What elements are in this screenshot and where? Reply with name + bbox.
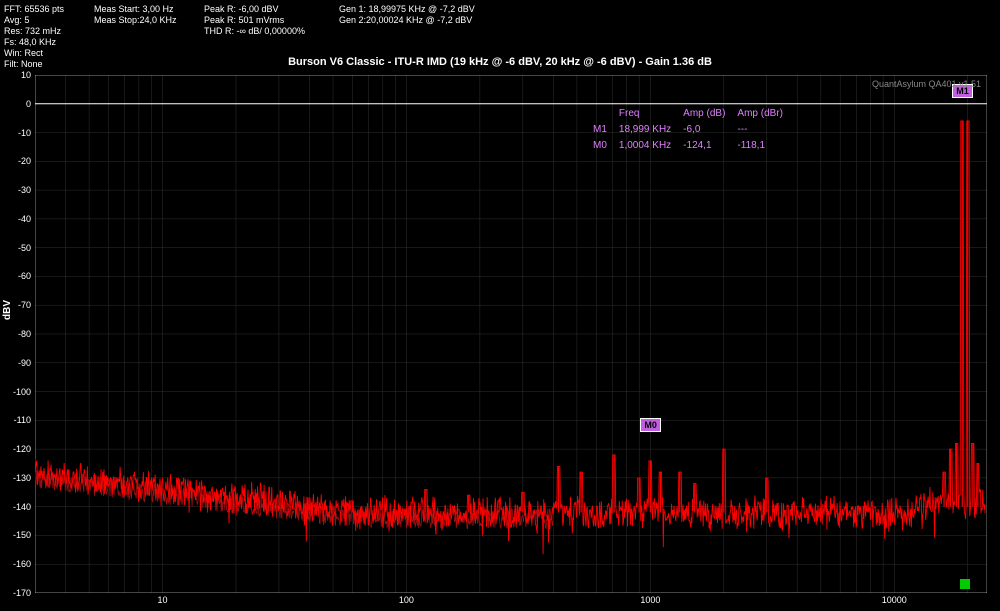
marker-table: FreqAmp (dB)Amp (dBr)M118,999 KHz-6,0---… [591, 105, 795, 155]
hdr-avg: Avg: 5 [4, 15, 64, 26]
spectrum-plot[interactable]: 100-10-20-30-40-50-60-70-80-90-100-110-1… [35, 75, 987, 593]
analyzer-window: { "header": { "col1": [ "FFT: 65536 pts"… [0, 0, 1000, 611]
y-tick: -170 [13, 588, 31, 598]
y-tick: -60 [18, 271, 31, 281]
x-tick: 100 [399, 595, 414, 605]
header-col-meas: Meas Start: 3,00 Hz Meas Stop:24,0 KHz [94, 4, 177, 26]
y-tick: -110 [14, 415, 31, 425]
watermark-text: QuantAsylum QA401 v1.51 [872, 79, 981, 89]
hdr-peak-vrms: Peak R: 501 mVrms [204, 15, 305, 26]
y-tick: -80 [18, 329, 31, 339]
y-tick: -40 [18, 214, 31, 224]
hdr-meas-start: Meas Start: 3,00 Hz [94, 4, 177, 15]
x-tick: 10000 [882, 595, 907, 605]
header-col-peak: Peak R: -6,00 dBV Peak R: 501 mVrms THD … [204, 4, 305, 37]
y-axis-label: dBV [2, 300, 13, 320]
hdr-meas-stop: Meas Stop:24,0 KHz [94, 15, 177, 26]
y-tick: -10 [18, 128, 31, 138]
y-tick: -70 [18, 300, 31, 310]
hdr-gen1: Gen 1: 18,99975 KHz @ -7,2 dBV [339, 4, 475, 15]
hdr-gen2: Gen 2:20,00024 KHz @ -7,2 dBV [339, 15, 475, 26]
y-tick: -130 [13, 473, 31, 483]
y-tick: -160 [13, 559, 31, 569]
hdr-thd: THD R: -∞ dB/ 0,00000% [204, 26, 305, 37]
y-tick: -150 [13, 530, 31, 540]
chart-title: Burson V6 Classic - ITU-R IMD (19 kHz @ … [0, 56, 1000, 68]
marker-m0[interactable]: M0 [640, 418, 661, 432]
header-info: FFT: 65536 pts Avg: 5 Res: 732 mHz Fs: 4… [4, 4, 996, 50]
y-tick: -140 [13, 502, 31, 512]
hdr-fs: Fs: 48,0 KHz [4, 37, 64, 48]
hdr-res: Res: 732 mHz [4, 26, 64, 37]
y-tick: -100 [13, 387, 31, 397]
x-tick: 1000 [640, 595, 660, 605]
y-tick: -30 [18, 185, 31, 195]
y-tick: -50 [18, 243, 31, 253]
spectrum-svg [35, 75, 987, 593]
y-tick: -90 [18, 358, 31, 368]
header-col-gen: Gen 1: 18,99975 KHz @ -7,2 dBV Gen 2:20,… [339, 4, 475, 26]
y-tick: 10 [21, 70, 31, 80]
y-tick: -120 [13, 444, 31, 454]
channel-indicator-icon [960, 579, 970, 589]
y-tick: -20 [18, 156, 31, 166]
hdr-fft: FFT: 65536 pts [4, 4, 64, 15]
y-tick: 0 [26, 99, 31, 109]
hdr-peak-dbv: Peak R: -6,00 dBV [204, 4, 305, 15]
x-tick: 10 [158, 595, 168, 605]
